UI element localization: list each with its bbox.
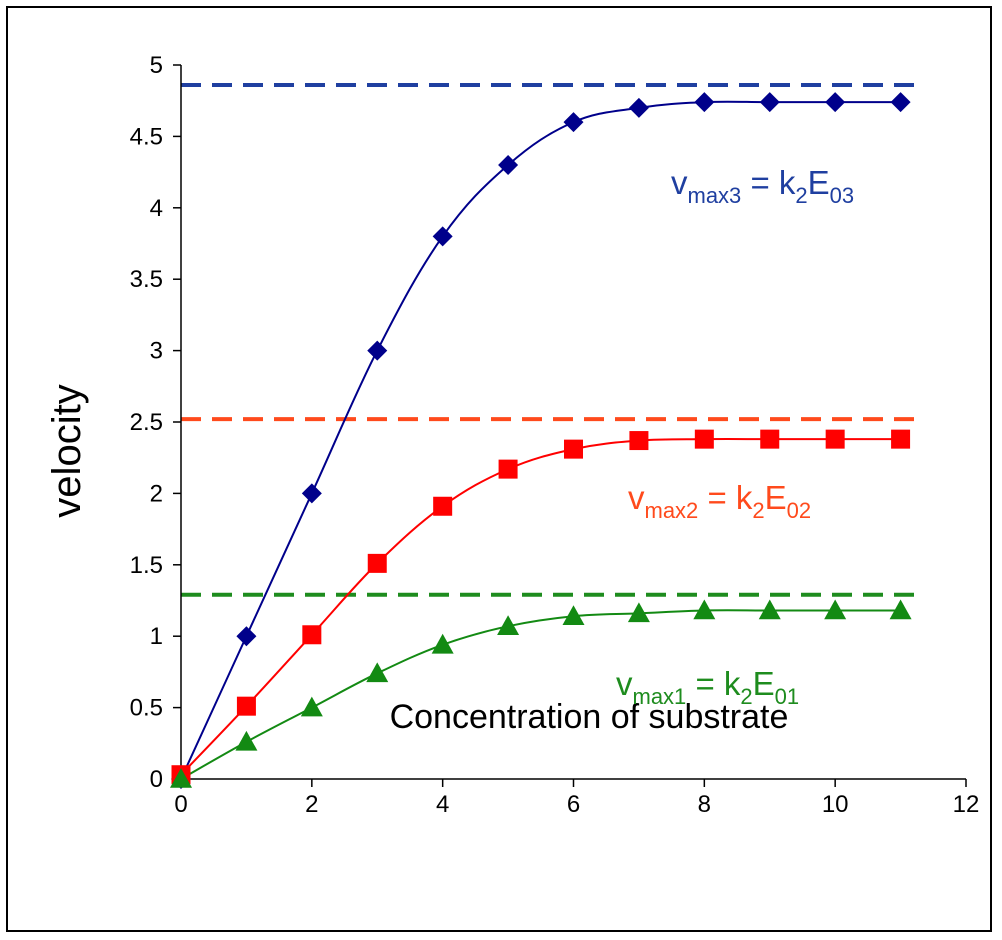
y-tick-label: 4 [150, 195, 163, 222]
y-tick-label: 1.5 [130, 552, 163, 579]
data-point-s3 [694, 92, 715, 113]
y-tick-label: 5 [150, 52, 163, 79]
data-point-s2 [564, 439, 583, 459]
data-point-s1 [170, 768, 192, 788]
series-markers [170, 92, 912, 789]
x-tick-label: 4 [436, 791, 449, 818]
data-point-s3 [498, 154, 519, 175]
data-point-s1 [562, 605, 585, 626]
data-point-s2 [498, 459, 518, 479]
data-point-s2 [825, 429, 845, 449]
y-axis-label: velocity [45, 384, 89, 517]
data-point-s3 [563, 112, 584, 133]
data-point-s3 [628, 97, 649, 118]
x-axis-label: Concentration of substrate [390, 698, 789, 736]
y-tick-label: 3.5 [130, 266, 163, 293]
data-point-s3 [890, 92, 911, 113]
data-point-s3 [367, 340, 388, 361]
annotation-vmax2: vmax2 = k2E02 [628, 479, 811, 523]
data-point-s1 [497, 615, 520, 636]
data-point-s3 [236, 626, 257, 647]
data-point-s3 [825, 92, 846, 113]
y-tick-label: 4.5 [130, 123, 163, 150]
x-tick-label: 12 [953, 791, 980, 818]
data-point-s2 [367, 553, 387, 573]
data-point-s1 [431, 633, 454, 654]
data-point-s2 [694, 429, 714, 449]
data-point-s1 [758, 599, 781, 620]
x-tick-label: 2 [305, 791, 318, 818]
data-point-s1 [824, 599, 847, 620]
y-tick-label: 2 [150, 480, 163, 507]
data-point-s2 [891, 429, 911, 449]
data-point-s2 [760, 429, 780, 449]
x-tick-label: 6 [567, 791, 580, 818]
x-ticks: 0 2 4 6 8 10 12 [174, 779, 979, 818]
x-tick-label: 8 [698, 791, 711, 818]
data-point-s3 [432, 226, 453, 247]
data-point-s1 [300, 696, 323, 717]
axes [180, 65, 966, 780]
y-ticks: 0 0.5 1 1.5 2 2.5 3 3.5 4 4.5 5 [130, 52, 181, 793]
x-tick-label: 0 [174, 791, 187, 818]
data-point-s2 [629, 431, 649, 451]
y-tick-label: 3 [150, 338, 163, 365]
data-point-s2 [302, 625, 322, 645]
data-point-s3 [759, 92, 780, 113]
annotation-vmax1: vmax1 = k2E01 [616, 665, 799, 709]
annotation-vmax3: vmax3 = k2E03 [671, 164, 854, 208]
data-point-s2 [433, 496, 453, 516]
y-tick-label: 2.5 [130, 409, 163, 436]
data-point-s3 [301, 483, 322, 504]
data-point-s1 [627, 602, 650, 623]
data-point-s1 [889, 599, 912, 620]
data-point-s1 [693, 599, 716, 620]
y-tick-label: 0.5 [130, 695, 163, 722]
series-curves [180, 100, 901, 780]
data-point-s2 [236, 696, 256, 716]
x-tick-label: 10 [822, 791, 849, 818]
data-point-s1 [366, 662, 389, 683]
y-tick-label: 1 [150, 623, 163, 650]
data-point-s1 [235, 730, 258, 751]
series-line-s3 [180, 100, 901, 780]
y-tick-label: 0 [150, 766, 163, 793]
